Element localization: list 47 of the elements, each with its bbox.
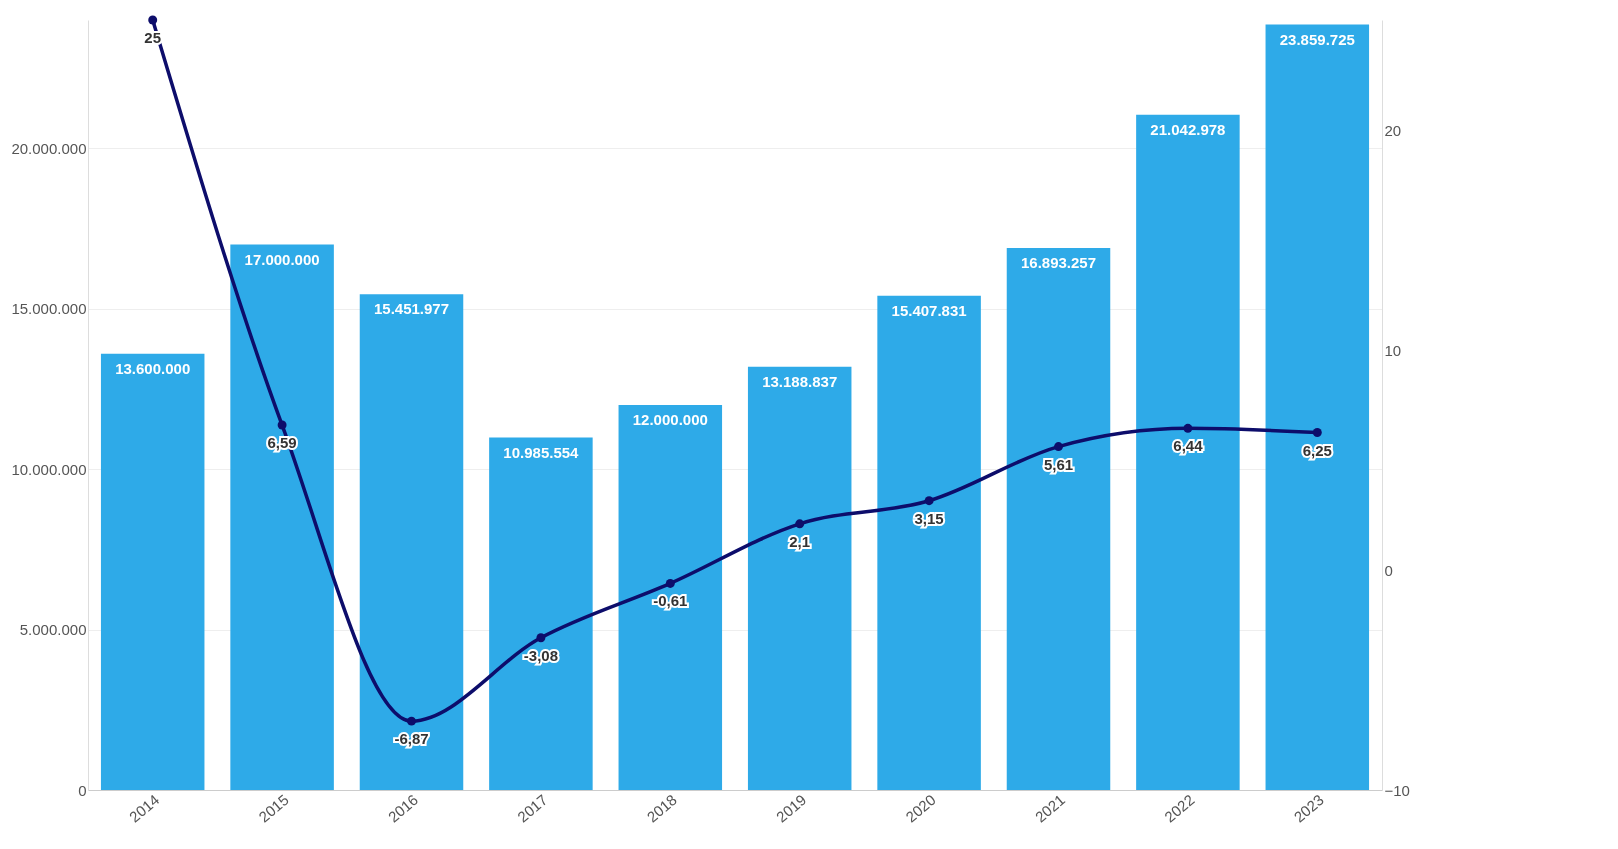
- y2-tick-label: −10: [1384, 781, 1410, 799]
- data-label: 15.407.831: [891, 301, 967, 319]
- bar: [1136, 114, 1240, 790]
- point: [924, 496, 934, 506]
- y2-tick-label: 20: [1384, 121, 1402, 139]
- y2-tick-label: 10: [1384, 341, 1402, 359]
- data-label: 21.042.978: [1150, 120, 1226, 138]
- bar: [489, 437, 593, 790]
- data-label: -3,08: [523, 646, 558, 664]
- data-label: 6,25: [1302, 441, 1332, 459]
- bar: [1265, 24, 1370, 790]
- y2-tick-label: 0: [1384, 561, 1393, 579]
- bar: [359, 294, 464, 790]
- point: [407, 716, 416, 726]
- point: [665, 578, 675, 588]
- data-label: 6,44: [1173, 437, 1204, 455]
- point: [277, 420, 287, 430]
- point: [536, 633, 546, 643]
- data-label: 23.859.725: [1279, 30, 1355, 48]
- data-label: 5,61: [1043, 455, 1074, 473]
- point: [148, 15, 158, 25]
- data-label: 17.000.000: [244, 250, 320, 268]
- y-tick-label: 15.000.000: [11, 300, 87, 318]
- bar: [747, 366, 852, 790]
- bar: [100, 353, 205, 790]
- data-label: 16.893.257: [1020, 254, 1097, 272]
- y-tick-label: 20.000.000: [11, 139, 87, 157]
- point: [795, 519, 805, 529]
- bar: [1006, 248, 1111, 790]
- bar: [618, 405, 723, 790]
- y-tick-label: 5.000.000: [19, 621, 87, 639]
- bar: [230, 244, 334, 790]
- y-tick-label: 0: [78, 781, 87, 799]
- point: [1183, 423, 1193, 433]
- data-label: 2,1: [789, 532, 811, 550]
- data-label: 13.600.000: [115, 359, 191, 377]
- data-label: 12.000.000: [632, 411, 708, 428]
- point: [1054, 442, 1063, 452]
- data-label: 13.188.837: [762, 372, 838, 390]
- point: [1312, 428, 1322, 437]
- data-label: -6,87: [394, 730, 429, 748]
- data-label: 10.985.554: [503, 443, 580, 461]
- data-label: -0,61: [653, 592, 688, 610]
- data-label: 15.451.977: [373, 300, 450, 318]
- bar: [877, 295, 981, 790]
- data-label: 3,15: [914, 509, 944, 527]
- y-tick-label: 10.000.000: [11, 460, 87, 478]
